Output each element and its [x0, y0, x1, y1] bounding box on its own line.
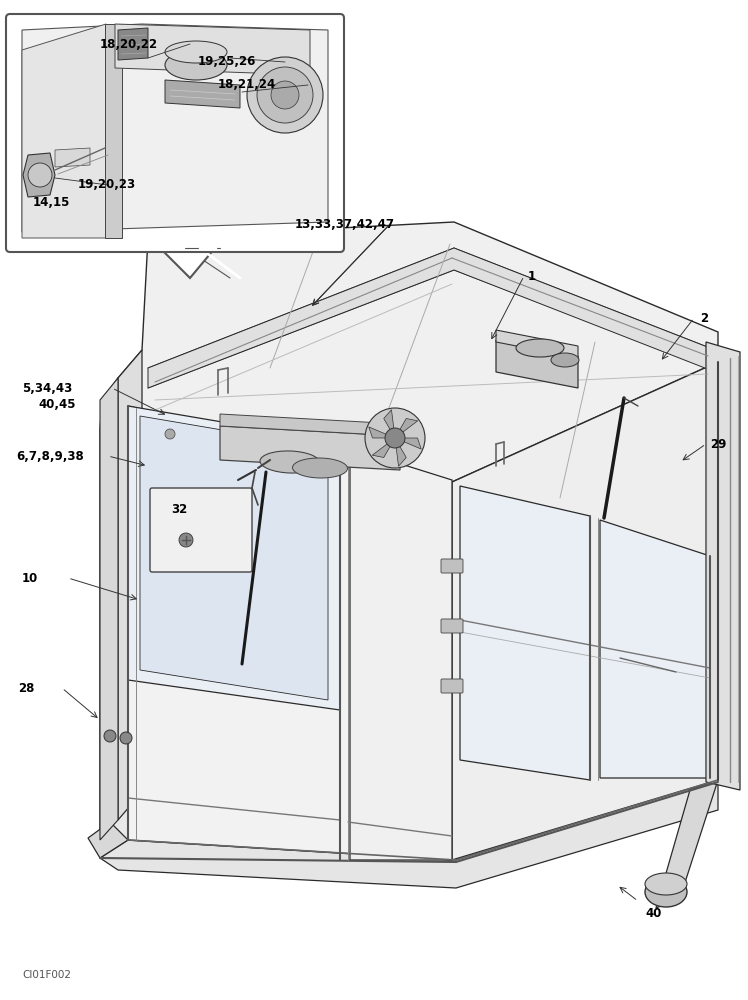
Polygon shape [105, 24, 122, 238]
Ellipse shape [165, 41, 227, 63]
Polygon shape [706, 342, 740, 790]
Text: 2: 2 [700, 312, 708, 325]
Circle shape [271, 81, 299, 109]
Polygon shape [350, 448, 452, 860]
Polygon shape [23, 153, 55, 197]
Polygon shape [55, 148, 90, 167]
Polygon shape [220, 414, 400, 436]
Text: 18,20,22: 18,20,22 [100, 38, 158, 51]
Ellipse shape [551, 353, 579, 367]
Polygon shape [165, 80, 240, 108]
Polygon shape [395, 438, 421, 449]
Polygon shape [22, 24, 328, 232]
Polygon shape [128, 406, 452, 860]
Text: 19,20,23: 19,20,23 [78, 178, 136, 191]
Text: 28: 28 [18, 682, 34, 695]
Circle shape [257, 67, 313, 123]
Polygon shape [22, 24, 106, 238]
Circle shape [120, 732, 132, 744]
Polygon shape [452, 362, 718, 860]
Polygon shape [384, 410, 395, 438]
Text: 1: 1 [528, 270, 536, 283]
Ellipse shape [645, 877, 687, 907]
FancyBboxPatch shape [441, 559, 463, 573]
Polygon shape [118, 28, 148, 60]
Text: 40,45: 40,45 [38, 398, 76, 411]
Polygon shape [160, 248, 215, 278]
Ellipse shape [292, 458, 348, 478]
Polygon shape [600, 520, 710, 778]
Text: 29: 29 [710, 438, 726, 451]
Text: 40: 40 [645, 907, 661, 920]
Polygon shape [100, 780, 718, 888]
Polygon shape [460, 486, 590, 780]
Circle shape [28, 163, 52, 187]
Polygon shape [395, 438, 406, 466]
Text: 14,15: 14,15 [33, 196, 70, 209]
Polygon shape [369, 427, 395, 438]
Text: 10: 10 [22, 572, 38, 585]
Polygon shape [496, 340, 578, 388]
Circle shape [179, 533, 193, 547]
Polygon shape [373, 438, 395, 457]
Polygon shape [496, 330, 578, 358]
Circle shape [385, 428, 405, 448]
Ellipse shape [516, 339, 564, 357]
Text: 18,21,24: 18,21,24 [218, 78, 276, 91]
Text: 19,25,26: 19,25,26 [198, 55, 257, 68]
Text: 32: 32 [171, 503, 187, 516]
Polygon shape [118, 350, 142, 820]
Circle shape [165, 429, 175, 439]
Polygon shape [100, 378, 128, 858]
Polygon shape [220, 426, 400, 470]
Circle shape [365, 408, 425, 468]
Circle shape [104, 730, 116, 742]
Text: 13,33,37,42,47: 13,33,37,42,47 [295, 218, 395, 231]
Text: CI01F002: CI01F002 [22, 970, 71, 980]
Polygon shape [395, 419, 417, 438]
Polygon shape [115, 24, 310, 75]
Ellipse shape [165, 50, 227, 80]
FancyBboxPatch shape [150, 488, 252, 572]
Polygon shape [100, 378, 118, 840]
Ellipse shape [260, 451, 320, 473]
Ellipse shape [645, 873, 687, 895]
FancyBboxPatch shape [441, 679, 463, 693]
FancyBboxPatch shape [6, 14, 344, 252]
Polygon shape [140, 416, 328, 700]
FancyBboxPatch shape [441, 619, 463, 633]
Polygon shape [128, 406, 340, 710]
Text: 5,34,43: 5,34,43 [22, 382, 73, 395]
Polygon shape [148, 248, 710, 388]
Polygon shape [118, 222, 718, 482]
Text: 6,7,8,9,38: 6,7,8,9,38 [16, 450, 84, 463]
Polygon shape [656, 780, 718, 908]
Polygon shape [88, 822, 128, 858]
Circle shape [247, 57, 323, 133]
